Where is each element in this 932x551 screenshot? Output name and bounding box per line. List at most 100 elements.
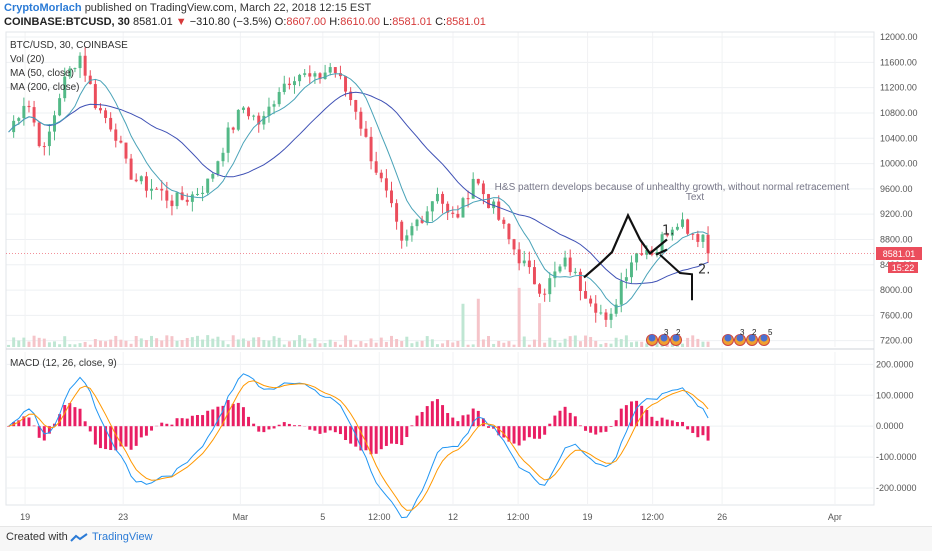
candle-body[interactable] bbox=[329, 67, 332, 73]
candle-body[interactable] bbox=[620, 281, 623, 305]
candle-body[interactable] bbox=[543, 294, 546, 295]
candle-body[interactable] bbox=[625, 277, 628, 281]
author-name[interactable]: CryptoMorlach bbox=[4, 2, 82, 14]
candle-body[interactable] bbox=[79, 56, 82, 68]
candle-body[interactable] bbox=[22, 106, 25, 118]
candle-body[interactable] bbox=[298, 75, 301, 81]
candle-body[interactable] bbox=[165, 191, 168, 201]
legend-ma50[interactable]: MA (50, close) bbox=[10, 68, 74, 79]
candle-body[interactable] bbox=[186, 200, 189, 202]
candle-body[interactable] bbox=[38, 123, 41, 147]
annotation-subtext[interactable]: Text bbox=[686, 192, 705, 203]
candle-body[interactable] bbox=[589, 299, 592, 304]
candle-body[interactable] bbox=[696, 234, 699, 242]
candle-body[interactable] bbox=[528, 261, 531, 268]
candle-body[interactable] bbox=[150, 189, 153, 191]
candle-body[interactable] bbox=[160, 189, 163, 191]
candle-body[interactable] bbox=[222, 153, 225, 161]
candle-body[interactable] bbox=[216, 161, 219, 174]
candle-body[interactable] bbox=[461, 198, 464, 217]
candle-body[interactable] bbox=[482, 183, 485, 194]
candle-body[interactable] bbox=[293, 81, 296, 85]
candle-body[interactable] bbox=[610, 314, 613, 320]
candle-body[interactable] bbox=[451, 213, 454, 214]
candle-body[interactable] bbox=[201, 193, 204, 194]
candle-body[interactable] bbox=[33, 107, 36, 122]
candle-body[interactable] bbox=[313, 73, 316, 76]
candle-body[interactable] bbox=[278, 92, 281, 104]
candle-body[interactable] bbox=[364, 129, 367, 137]
candle-body[interactable] bbox=[441, 194, 444, 204]
candle-body[interactable] bbox=[119, 141, 122, 143]
candle-body[interactable] bbox=[410, 226, 413, 235]
candle-body[interactable] bbox=[370, 137, 373, 161]
candle-body[interactable] bbox=[416, 220, 419, 226]
candle-body[interactable] bbox=[533, 267, 536, 284]
candle-body[interactable] bbox=[579, 272, 582, 291]
candle-body[interactable] bbox=[574, 272, 577, 273]
candle-body[interactable] bbox=[267, 107, 270, 116]
candle-body[interactable] bbox=[375, 161, 378, 172]
candle-body[interactable] bbox=[538, 284, 541, 293]
candle-body[interactable] bbox=[308, 73, 311, 76]
candle-body[interactable] bbox=[58, 98, 61, 115]
candle-body[interactable] bbox=[477, 179, 480, 184]
candle-body[interactable] bbox=[701, 235, 704, 242]
candle-body[interactable] bbox=[232, 128, 235, 130]
candle-body[interactable] bbox=[594, 303, 597, 312]
candle-body[interactable] bbox=[487, 194, 490, 208]
candle-body[interactable] bbox=[191, 194, 194, 201]
candle-body[interactable] bbox=[385, 178, 388, 190]
candle-body[interactable] bbox=[584, 291, 587, 299]
candle-body[interactable] bbox=[426, 211, 429, 222]
candle-body[interactable] bbox=[344, 76, 347, 91]
candle-body[interactable] bbox=[681, 219, 684, 226]
candle-body[interactable] bbox=[569, 258, 572, 273]
candle-body[interactable] bbox=[104, 110, 107, 118]
candle-body[interactable] bbox=[686, 219, 689, 233]
candle-body[interactable] bbox=[262, 116, 265, 125]
candle-body[interactable] bbox=[559, 266, 562, 271]
candle-body[interactable] bbox=[456, 214, 459, 218]
candle-body[interactable] bbox=[247, 108, 250, 117]
candle-body[interactable] bbox=[283, 84, 286, 92]
candle-body[interactable] bbox=[513, 239, 516, 249]
candle-body[interactable] bbox=[145, 176, 148, 190]
macd-title[interactable]: MACD (12, 26, close, 9) bbox=[10, 358, 117, 369]
annotation-text[interactable]: H&S pattern develops because of unhealth… bbox=[495, 182, 850, 193]
candle-body[interactable] bbox=[99, 108, 102, 110]
candle-body[interactable] bbox=[630, 262, 633, 277]
candle-body[interactable] bbox=[252, 116, 255, 117]
candle-body[interactable] bbox=[599, 312, 602, 313]
candle-body[interactable] bbox=[467, 198, 470, 199]
candle-body[interactable] bbox=[140, 176, 143, 181]
candle-body[interactable] bbox=[380, 173, 383, 179]
candle-body[interactable] bbox=[400, 222, 403, 241]
candle-body[interactable] bbox=[303, 73, 306, 75]
candle-body[interactable] bbox=[135, 180, 138, 182]
legend-ma200[interactable]: MA (200, close) bbox=[10, 82, 79, 93]
candle-body[interactable] bbox=[242, 108, 245, 110]
tradingview-brand[interactable]: TradingView bbox=[92, 531, 153, 543]
candle-body[interactable] bbox=[237, 110, 240, 130]
candle-body[interactable] bbox=[676, 227, 679, 230]
candle-body[interactable] bbox=[17, 118, 20, 121]
candle-body[interactable] bbox=[48, 132, 51, 146]
candle-body[interactable] bbox=[497, 202, 500, 220]
head-shoulders-drawing[interactable] bbox=[584, 215, 667, 277]
candle-body[interactable] bbox=[206, 179, 209, 193]
candle-body[interactable] bbox=[109, 118, 112, 130]
candle-body[interactable] bbox=[130, 159, 133, 180]
candle-body[interactable] bbox=[390, 191, 393, 204]
candle-body[interactable] bbox=[507, 224, 510, 239]
candle-body[interactable] bbox=[125, 143, 128, 159]
candle-body[interactable] bbox=[518, 249, 521, 263]
candle-body[interactable] bbox=[548, 278, 551, 294]
candle-body[interactable] bbox=[273, 104, 276, 106]
candle-body[interactable] bbox=[405, 235, 408, 240]
candle-body[interactable] bbox=[324, 73, 327, 79]
candle-body[interactable] bbox=[502, 220, 505, 224]
candle-body[interactable] bbox=[635, 253, 638, 262]
